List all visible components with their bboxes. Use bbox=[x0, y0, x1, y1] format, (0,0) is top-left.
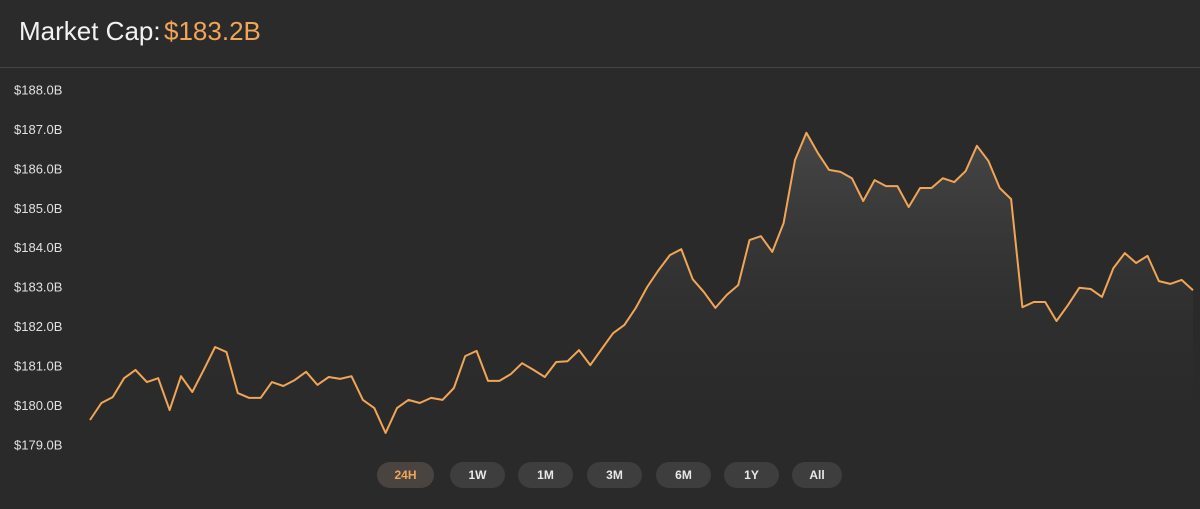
range-button[interactable] bbox=[377, 462, 434, 488]
title: Market Cap: bbox=[19, 16, 161, 46]
y-tick-label: $179.0B bbox=[14, 437, 62, 452]
range-button-label[interactable]: 24H bbox=[394, 468, 416, 482]
range-button-label[interactable]: 1M bbox=[537, 468, 554, 482]
y-tick-label: $183.0B bbox=[14, 280, 62, 295]
range-button[interactable] bbox=[518, 462, 573, 488]
current-value: $183.2B bbox=[164, 16, 261, 46]
y-tick-label: $180.0B bbox=[14, 398, 62, 413]
range-button-label[interactable]: 1Y bbox=[744, 468, 759, 482]
y-tick-label: $181.0B bbox=[14, 359, 62, 374]
range-button[interactable] bbox=[724, 462, 779, 488]
range-button-label[interactable]: All bbox=[809, 468, 824, 482]
line bbox=[89, 131, 1194, 434]
area bbox=[90, 132, 1193, 447]
y-tick-label: $188.0B bbox=[14, 82, 62, 97]
range-button-label[interactable]: 6M bbox=[675, 468, 692, 482]
range-button-label[interactable]: 1W bbox=[469, 468, 488, 482]
range-button-label[interactable]: 3M bbox=[606, 468, 623, 482]
y-tick-label: $187.0B bbox=[14, 122, 62, 137]
range-button[interactable] bbox=[792, 462, 842, 488]
y-tick-label: $185.0B bbox=[14, 201, 62, 216]
y-tick-label: $182.0B bbox=[14, 319, 62, 334]
header: Market Cap: $183.2B bbox=[0, 0, 1200, 68]
y-tick-label: $184.0B bbox=[14, 240, 62, 255]
range-button[interactable] bbox=[450, 462, 505, 488]
y-tick-label: $186.0B bbox=[14, 161, 62, 176]
range-button[interactable] bbox=[587, 462, 642, 488]
range-button[interactable] bbox=[656, 462, 711, 488]
